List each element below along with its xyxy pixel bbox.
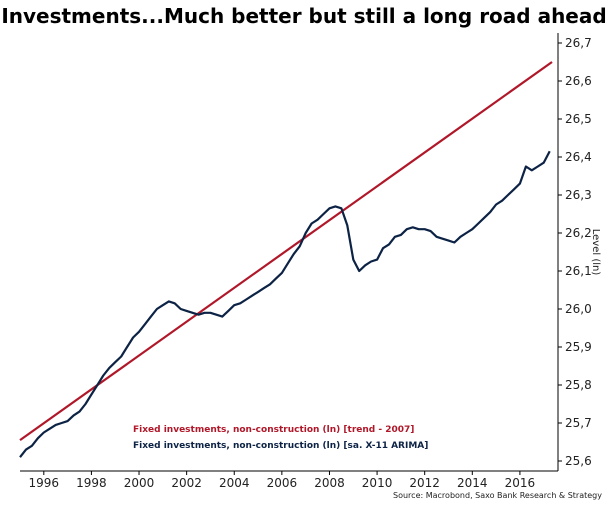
trend-line <box>19 61 553 441</box>
chart-title: Investments...Much better but still a lo… <box>1 4 607 28</box>
y-tick-label: 26,4 <box>565 150 592 164</box>
x-tick-label: 1996 <box>29 476 60 490</box>
x-axis: 1996 1998 2000 2002 2004 2006 2008 2010 2012 2014… <box>20 470 558 490</box>
y-tick-label: 26,6 <box>565 74 592 88</box>
y-tick-label: 26,2 <box>565 226 592 240</box>
y-tick-label: 26,3 <box>565 188 592 202</box>
legend-entry: Fixed investments, non-construction (ln)… <box>133 441 428 451</box>
y-axis: 25,6 25,7 25,8 25,9 26,0 26,1 26,2 26,3 26,4 26,5… <box>557 33 592 471</box>
y-tick-label: 26,0 <box>565 302 592 316</box>
x-tick-label: 2014 <box>457 476 488 490</box>
y-tick-label: 26,5 <box>565 112 592 126</box>
x-tick-label: 1998 <box>76 476 107 490</box>
x-tick-label: 2004 <box>219 476 250 490</box>
y-tick-label: 25,6 <box>565 454 592 468</box>
x-tick-label: 2000 <box>124 476 155 490</box>
source-note: Source: Macrobond, Saxo Bank Research & … <box>393 491 602 500</box>
x-tick-label: 2010 <box>362 476 393 490</box>
investment-series-line <box>19 150 551 458</box>
x-tick-label: 2008 <box>314 476 345 490</box>
plot-area <box>20 33 558 471</box>
series-layer <box>19 61 553 458</box>
y-tick-label: 25,7 <box>565 416 592 430</box>
x-tick-label: 2006 <box>267 476 298 490</box>
y-tick-label: 26,7 <box>565 36 592 50</box>
y-tick-label: 26,1 <box>565 264 592 278</box>
legend: Fixed investments, non-construction (ln)… <box>133 425 428 451</box>
x-tick-label: 2016 <box>505 476 536 490</box>
x-tick-label: 2012 <box>409 476 440 490</box>
legend-entry: Fixed investments, non-construction (ln)… <box>133 425 414 435</box>
y-axis-label: Level (ln) <box>590 229 601 276</box>
y-tick-label: 25,8 <box>565 378 592 392</box>
x-tick-label: 2002 <box>171 476 202 490</box>
y-tick-label: 25,9 <box>565 340 592 354</box>
